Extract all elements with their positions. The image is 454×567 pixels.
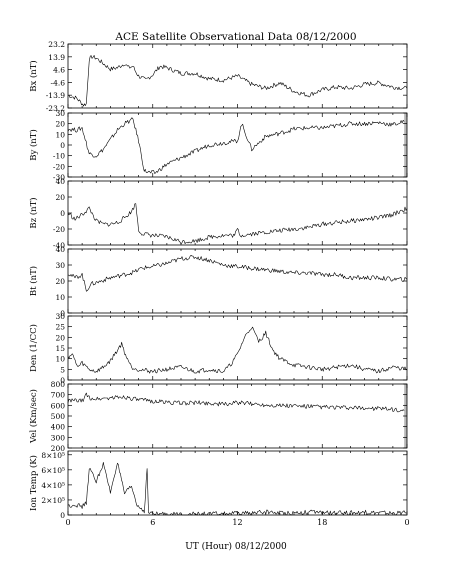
- panel-vel-y-tick-label: 800: [51, 380, 66, 389]
- panel-temp: 8×10⁵ 6×10⁵ 4×10⁵ 2×10⁵ 0 Ion Temp (K): [28, 450, 408, 520]
- panel-bt-y-axis-label: Bt (nT): [28, 266, 39, 296]
- panel-bx-series-line: [67, 55, 408, 107]
- panel-by-y-tick-label: -10: [53, 152, 65, 161]
- panel-by-y-tick-label: -30: [53, 173, 65, 182]
- panel-bt: 40 30 20 10 0 Bt (nT): [28, 245, 408, 318]
- panel-vel-y-tick-label: 200: [51, 444, 66, 453]
- panel-bt-series-line: [67, 254, 408, 292]
- panel-bz-y-tick-label: -20: [53, 225, 65, 234]
- panel-vel-y-tick-label: 700: [51, 391, 66, 400]
- panel-bz-y-tick-label: 0: [60, 209, 65, 218]
- panels-group: 23.213.94.6-4.6-13.9-23.2Bx (nT)3020100-…: [28, 40, 410, 527]
- x-tick-label: 0: [65, 518, 70, 527]
- panel-bt-y-tick-label: 0: [60, 309, 65, 318]
- panel-temp-y-axis-label: Ion Temp (K): [28, 455, 39, 511]
- panel-bx-y-tick-label: -23.2: [46, 104, 65, 113]
- panel-den-y-tick-label: 15: [55, 344, 65, 353]
- panel-den-y-tick-label: 30: [55, 312, 65, 321]
- panel-bx-y-tick-label: 13.9: [48, 53, 65, 62]
- panel-bz-y-axis-label: Bz (nT): [28, 197, 39, 228]
- panel-den-y-tick-label: 0: [60, 376, 65, 385]
- panel-bz-y-tick-label: -40: [53, 241, 65, 250]
- panel-bt-y-tick-label: 20: [55, 277, 65, 286]
- panel-bx-y-tick-label: 4.6: [53, 66, 65, 75]
- panel-vel-series-line: [67, 392, 405, 413]
- panel-den-y-axis-label: Den (1/CC): [28, 324, 39, 372]
- panel-by-y-tick-label: 30: [55, 109, 65, 118]
- panel-vel-frame: [67, 383, 408, 449]
- panel-den-y-tick-label: 25: [55, 323, 65, 332]
- panel-by-series-line: [67, 117, 405, 174]
- panel-bz-y-tick-label: 20: [55, 193, 65, 202]
- panel-temp-series-line: [67, 461, 408, 516]
- panel-bx-y-axis-label: Bx (nT): [28, 60, 39, 92]
- panel-by-y-tick-label: 10: [55, 130, 65, 139]
- panel-bt-y-tick-label: 30: [55, 261, 65, 270]
- panel-temp-y-tick-label: 0: [60, 511, 65, 520]
- panel-den-y-tick-label: 10: [55, 355, 65, 364]
- panel-bz-series-line: [67, 203, 408, 245]
- panel-vel-y-tick-label: 500: [51, 412, 66, 421]
- panel-vel-y-tick-label: 400: [51, 423, 66, 432]
- panel-by-y-tick-label: -20: [53, 162, 65, 171]
- panel-temp-frame: [67, 450, 408, 516]
- panel-by-frame: [67, 112, 408, 178]
- panel-by-y-tick-label: 0: [60, 141, 65, 150]
- panel-bt-y-tick-label: 40: [55, 245, 65, 254]
- chart-title: ACE Satellite Observational Data 08/12/2…: [114, 31, 356, 43]
- panel-bz: 40 20 0 -20 -40 Bz (nT): [28, 177, 408, 250]
- x-tick-label: 6: [150, 518, 155, 527]
- panel-bz-frame: [67, 180, 408, 246]
- panel-den-y-tick-label: 20: [55, 333, 65, 342]
- panel-by-y-axis-label: By (nT): [28, 129, 39, 161]
- panel-bx-y-tick-label: -4.6: [51, 78, 66, 87]
- panel-bz-y-tick-label: 40: [55, 177, 65, 186]
- panel-temp-y-tick-label: 8×10⁵: [41, 451, 65, 460]
- x-tick-label: 18: [317, 518, 327, 527]
- panel-vel-y-axis-label: Vel (Km/sec): [28, 389, 39, 444]
- panel-temp-y-tick-label: 2×10⁵: [41, 496, 65, 505]
- x-tick-label: 0: [404, 518, 409, 527]
- panel-den-series-line: [67, 326, 408, 374]
- x-axis-label: UT (Hour) 08/12/2000: [185, 541, 287, 552]
- panel-bx-y-tick-label: 23.2: [48, 40, 65, 49]
- x-tick-label: 12: [232, 518, 242, 527]
- panel-bt-frame: [67, 248, 408, 314]
- panel-temp-y-tick-label: 4×10⁵: [41, 481, 65, 490]
- panel-vel-y-tick-label: 600: [51, 401, 66, 410]
- panel-by-y-tick-label: 20: [55, 120, 65, 129]
- panel-bx: 23.2 13.9 4.6 -4.6 -13.9 -23.2 Bx (nT): [28, 40, 408, 113]
- panel-bx-y-tick-label: -13.9: [46, 91, 65, 100]
- panel-vel-y-tick-label: 300: [51, 433, 66, 442]
- panel-temp-y-tick-label: 6×10⁵: [41, 466, 65, 475]
- panel-bt-y-tick-label: 10: [55, 293, 65, 302]
- panel-den-y-tick-label: 5: [60, 365, 65, 374]
